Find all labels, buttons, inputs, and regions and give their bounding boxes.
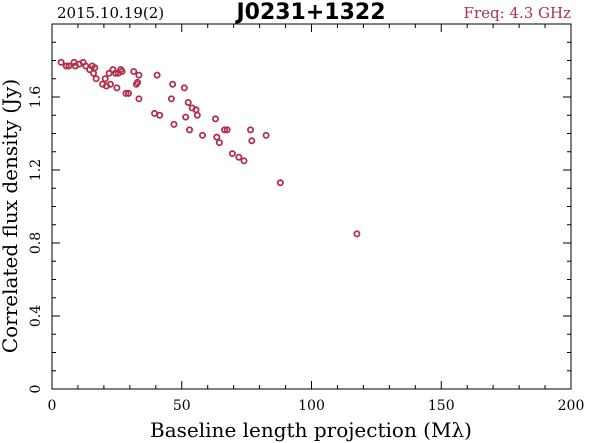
observation-date: 2015.10.19(2) [57, 4, 164, 22]
y-tick-label: 0.4 [28, 305, 44, 327]
data-point [112, 69, 120, 77]
x-tick-labels: 0 50 100 150 200 [48, 398, 585, 414]
y-axis-label: Correlated flux density (Jy) [0, 79, 22, 353]
data-point [90, 69, 98, 77]
y-tick-label: 0.8 [28, 232, 44, 254]
data-point [184, 98, 192, 106]
data-point [135, 95, 143, 103]
x-tick-label: 200 [558, 398, 585, 414]
data-point [170, 120, 178, 128]
data-point [228, 150, 236, 158]
data-point [223, 126, 231, 134]
data-point [186, 126, 194, 134]
data-point [247, 126, 255, 134]
data-point [106, 80, 114, 88]
data-point [262, 131, 270, 139]
x-tick-label: 0 [48, 398, 57, 414]
data-points [57, 58, 361, 238]
x-tick-label: 100 [298, 398, 325, 414]
data-point [101, 75, 109, 83]
data-point [105, 69, 113, 77]
data-point [82, 62, 90, 70]
plot-frame [51, 23, 572, 390]
data-point [167, 95, 175, 103]
data-point [125, 89, 133, 97]
y-tick-labels: 0 0.4 0.8 1.2 1.6 [28, 86, 44, 394]
data-point [122, 89, 130, 97]
y-tick-label: 0 [28, 385, 44, 394]
frequency-label: Freq: 4.3 GHz [464, 4, 572, 22]
data-point [92, 75, 100, 83]
y-tick-label: 1.6 [28, 86, 44, 108]
data-point [130, 67, 138, 75]
x-tick-label: 50 [173, 398, 191, 414]
data-point [91, 64, 99, 72]
data-point [135, 71, 143, 79]
data-point [199, 131, 207, 139]
data-point [221, 126, 229, 134]
data-point [118, 67, 126, 75]
data-point [213, 133, 221, 141]
data-point [62, 62, 70, 70]
data-point [156, 111, 164, 119]
data-point [215, 139, 223, 147]
axis-ticks [51, 23, 572, 390]
data-point [192, 106, 200, 114]
data-point [113, 84, 121, 92]
data-point [57, 58, 65, 66]
data-point [180, 84, 188, 92]
x-tick-label: 150 [428, 398, 455, 414]
data-point [193, 111, 201, 119]
data-point [353, 230, 361, 238]
data-point [276, 179, 284, 187]
data-point [235, 153, 243, 161]
data-point [153, 71, 161, 79]
data-point [248, 137, 256, 145]
x-axis-label: Baseline length projection (Mλ) [150, 418, 472, 442]
data-point [240, 157, 248, 165]
data-point [169, 80, 177, 88]
data-point [182, 113, 190, 121]
data-point [211, 115, 219, 123]
data-point [65, 62, 73, 70]
y-tick-label: 1.2 [28, 159, 44, 181]
source-title: J0231+1322 [234, 0, 385, 25]
data-point [134, 78, 142, 86]
